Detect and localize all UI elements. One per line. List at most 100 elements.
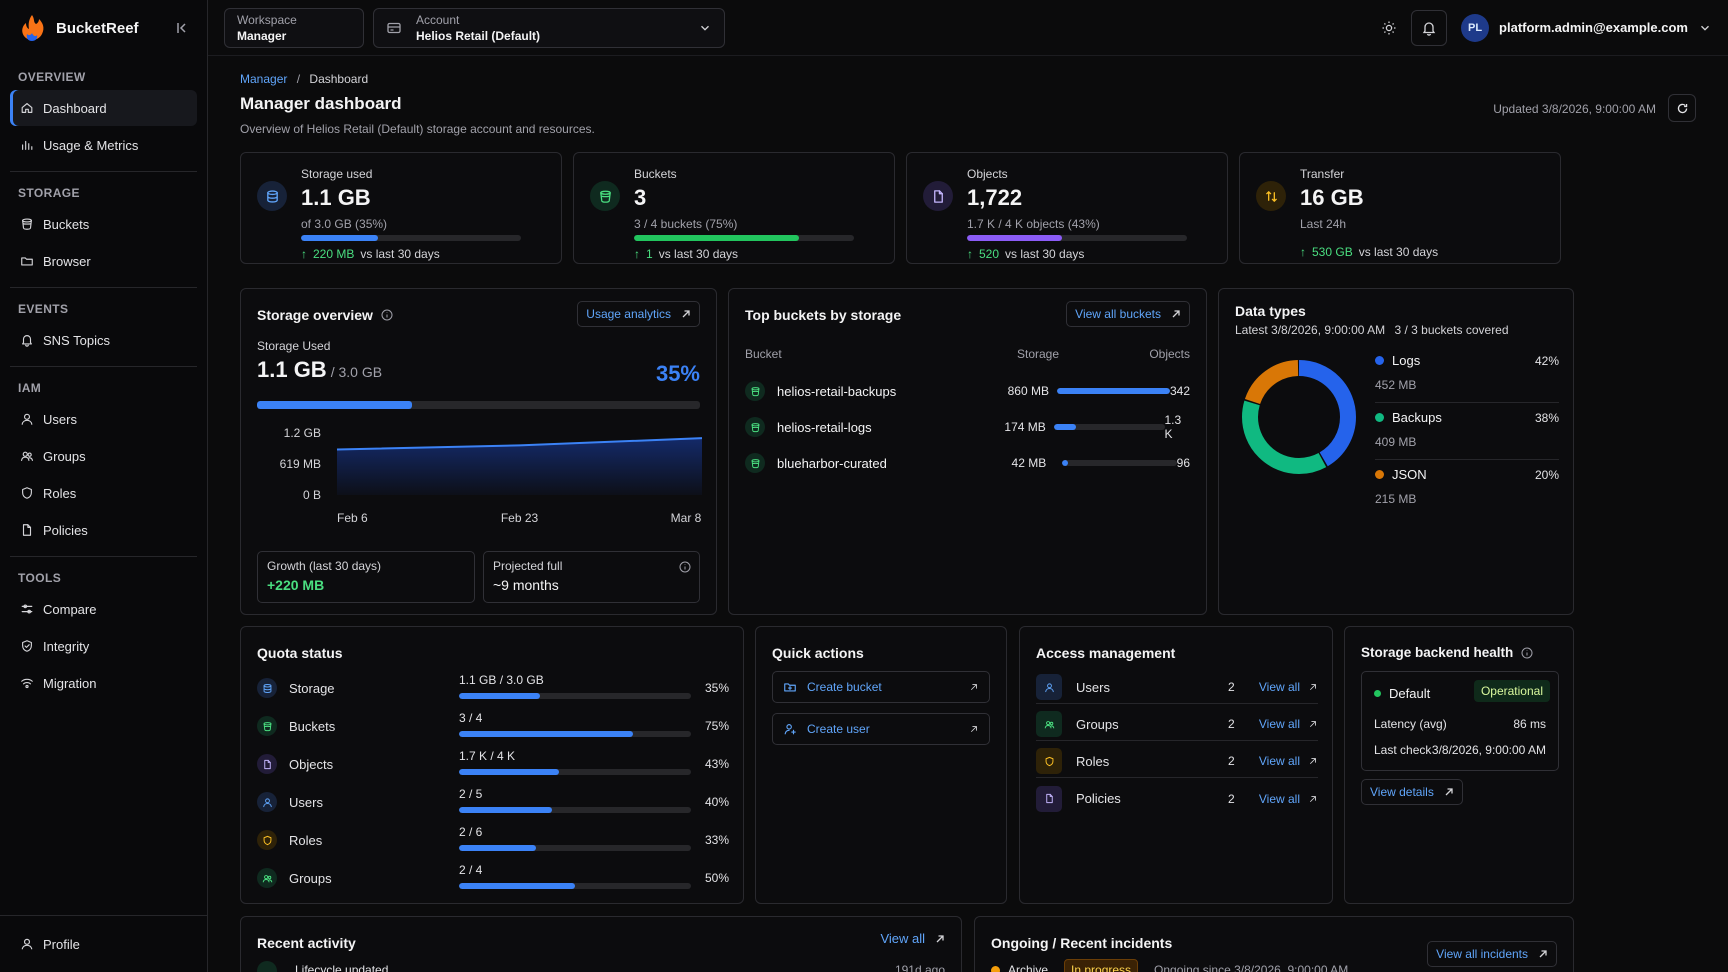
quota-icon: [257, 868, 277, 888]
sidebar-item-buckets[interactable]: Buckets: [10, 206, 197, 242]
usage-analytics-label: Usage analytics: [586, 307, 671, 321]
access-count: 2: [1228, 717, 1235, 731]
view-all-buckets-button[interactable]: View all buckets: [1066, 301, 1190, 327]
bucket-objects: 342: [1169, 384, 1190, 398]
stat-icon: [1256, 181, 1286, 211]
area-line: [336, 437, 702, 451]
info-icon[interactable]: [679, 561, 691, 573]
sidebar-item-compare[interactable]: Compare: [10, 591, 197, 627]
stat-delta-text: vs last 30 days: [360, 247, 440, 261]
sidebar-item-groups[interactable]: Groups: [10, 438, 197, 474]
stat-icon: [923, 181, 953, 211]
access-view-all[interactable]: View all: [1259, 717, 1318, 731]
account-label: Account: [416, 12, 460, 27]
stat-progress: [634, 235, 854, 241]
sidebar-item-browser[interactable]: Browser: [10, 243, 197, 279]
quota-percent: 43%: [704, 757, 729, 771]
legend-dot: [1375, 356, 1384, 365]
sidebar: BucketReef OVERVIEW Dashboard Usage & Metr…: [0, 0, 208, 972]
sidebar-item-roles[interactable]: Roles: [10, 475, 197, 511]
access-row-users: Users 2 View all: [1036, 671, 1318, 704]
collapse-sidebar-icon[interactable]: [175, 20, 191, 36]
external-link-icon: [1310, 721, 1316, 727]
quota-name: Objects: [289, 756, 334, 772]
sidebar-item-label: Integrity: [43, 638, 90, 654]
sidebar-item-policies[interactable]: Policies: [10, 512, 197, 548]
y-tick-label: 0 B: [303, 488, 321, 502]
quota-bar: [459, 845, 691, 851]
topbar: Workspace Manager Account Helios Retail …: [208, 0, 1728, 56]
storage-used-percent: 35%: [655, 361, 700, 386]
storage-used-value: 1.1 GB: [257, 357, 327, 382]
chevron-down-icon: [701, 25, 709, 31]
access-view-all[interactable]: View all: [1259, 680, 1318, 694]
data-types-title: Data types: [1235, 303, 1306, 319]
bucket-icon: [263, 721, 271, 731]
recent-view-all-label: View all: [880, 931, 925, 946]
nav-divider: [10, 171, 197, 172]
stat-card-storage-used: Storage used 1.1 GB of 3.0 GB (35%) ↑ 220…: [240, 152, 562, 264]
access-view-all[interactable]: View all: [1259, 792, 1318, 806]
sidebar-item-migration[interactable]: Migration: [10, 665, 197, 701]
quota-row: Groups 2 / 4 50%: [257, 863, 729, 893]
donut-slice-backups[interactable]: [1242, 360, 1356, 474]
status-dot: [1374, 690, 1381, 697]
user-menu[interactable]: PL platform.admin@example.com: [1461, 13, 1712, 42]
info-icon[interactable]: [381, 309, 393, 321]
sidebar-item-label: Groups: [43, 448, 86, 464]
stat-title: Objects: [967, 167, 1008, 181]
info-icon[interactable]: [1521, 647, 1533, 659]
workspace-select[interactable]: Workspace Manager: [224, 7, 364, 48]
quota-percent: 33%: [704, 833, 729, 847]
transfer-icon: [1265, 190, 1277, 202]
storage-used-of: / 3.0 GB: [330, 364, 383, 380]
legend-dot: [1375, 413, 1384, 422]
quick-actions-title: Quick actions: [772, 645, 864, 661]
access-view-all-label: View all: [1258, 754, 1300, 768]
breadcrumb-manager[interactable]: Manager: [240, 72, 288, 86]
bucket-name: helios-retail-logs: [777, 419, 872, 435]
bucket-row[interactable]: helios-retail-backups 860 MB 342: [745, 379, 1190, 403]
notifications-button[interactable]: [1411, 9, 1448, 46]
quota-percent: 50%: [704, 871, 729, 885]
donut-slice-logs[interactable]: [1242, 360, 1356, 474]
profile-link[interactable]: Profile: [0, 915, 207, 972]
quick-action-create-user[interactable]: Create user: [772, 713, 990, 745]
latency-value: 86 ms: [1513, 717, 1546, 731]
recent-view-all[interactable]: View all: [880, 931, 945, 946]
sidebar-item-label: Dashboard: [43, 100, 107, 116]
nav-divider: [10, 287, 197, 288]
view-all-incidents-button[interactable]: View all incidents: [1427, 941, 1557, 967]
access-row-policies: Policies 2 View all: [1036, 782, 1318, 815]
view-details-button[interactable]: View details: [1361, 779, 1463, 805]
access-count: 2: [1228, 791, 1235, 806]
bucket-row[interactable]: helios-retail-logs 174 MB 1.3 K: [745, 413, 1190, 441]
logo-icon: [22, 15, 44, 41]
access-view-all[interactable]: View all: [1259, 754, 1318, 768]
access-row-roles: Roles 2 View all: [1036, 745, 1318, 778]
breadcrumb-current: Dashboard: [309, 72, 369, 86]
sidebar-item-usage-metrics[interactable]: Usage & Metrics: [10, 127, 197, 163]
external-link-icon: [1539, 950, 1547, 958]
users-icon: [262, 874, 272, 882]
quick-action-create-bucket[interactable]: Create bucket: [772, 671, 990, 703]
account-select[interactable]: Account Helios Retail (Default): [373, 7, 725, 48]
sidebar-item-integrity[interactable]: Integrity: [10, 628, 197, 664]
refresh-button[interactable]: [1668, 94, 1696, 122]
col-storage: Storage: [1017, 347, 1060, 361]
quota-bar: [459, 769, 691, 775]
sidebar-item-users[interactable]: Users: [10, 401, 197, 437]
sidebar-item-sns-topics[interactable]: SNS Topics: [10, 322, 197, 358]
incident-status: In progress: [1064, 959, 1139, 972]
nav-divider: [10, 366, 197, 367]
sidebar-item-dashboard[interactable]: Dashboard: [10, 90, 197, 126]
quick-actions-card: Quick actions Create bucket Create user: [755, 626, 1007, 904]
area-fill: [337, 438, 702, 495]
incident-row[interactable]: Archive In progress Ongoing since 3/8/20…: [991, 959, 1348, 972]
stat-card-objects: Objects 1,722 1.7 K / 4 K objects (43%) …: [906, 152, 1228, 264]
usage-analytics-button[interactable]: Usage analytics: [577, 301, 700, 327]
status-badge: Operational: [1473, 680, 1550, 702]
bucket-storage: 860 MB: [1007, 384, 1049, 398]
bucket-row[interactable]: blueharbor-curated 42 MB 96: [745, 451, 1190, 475]
theme-toggle-icon[interactable]: [1381, 20, 1397, 36]
